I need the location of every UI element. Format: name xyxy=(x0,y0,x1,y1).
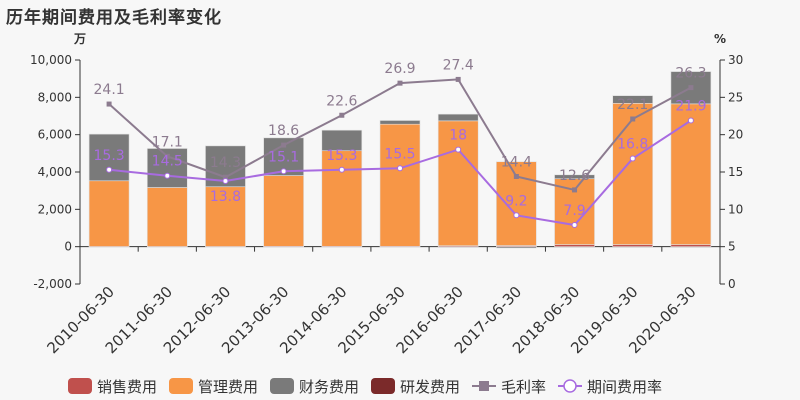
marker-毛利率 xyxy=(397,80,403,86)
marker-期间费用率 xyxy=(106,166,113,173)
data-label-期间费用率: 15.3 xyxy=(94,148,125,164)
marker-期间费用率 xyxy=(455,146,462,153)
marker-毛利率 xyxy=(164,153,170,159)
marker-期间费用率 xyxy=(687,117,694,124)
marker-期间费用率 xyxy=(164,172,171,179)
marker-期间费用率 xyxy=(397,165,403,172)
bar-销售费用 xyxy=(554,244,595,247)
bar-财务费用 xyxy=(379,120,421,125)
data-label-期间费用率: 15.3 xyxy=(326,148,357,164)
legend-label: 研发费用 xyxy=(400,378,460,396)
legend-label: 销售费用 xyxy=(97,378,157,396)
right-tick-label: 15 xyxy=(728,165,743,179)
bar-管理费用 xyxy=(205,186,246,247)
data-label-期间费用率: 15.1 xyxy=(268,149,299,165)
bar-管理费用 xyxy=(88,180,130,247)
marker-毛利率 xyxy=(106,101,112,107)
data-label-毛利率: 27.4 xyxy=(443,57,474,73)
left-tick-label: -2,000 xyxy=(33,277,72,291)
marker-毛利率 xyxy=(572,187,578,193)
data-label-毛利率: 12.6 xyxy=(559,168,590,184)
bar-财务费用 xyxy=(321,129,363,152)
marker-毛利率 xyxy=(688,85,694,91)
bar-管理费用 xyxy=(437,120,479,247)
marker-毛利率 xyxy=(455,76,461,82)
data-label-期间费用率: 21.9 xyxy=(675,98,706,114)
left-unit-label: 万 xyxy=(73,32,86,46)
left-tick-label: 0 xyxy=(64,240,72,254)
legend-marker xyxy=(479,381,489,391)
legend-swatch xyxy=(371,378,395,394)
bar-管理费用 xyxy=(321,150,363,247)
bar-管理费用 xyxy=(670,103,712,245)
left-tick-label: 6,000 xyxy=(38,128,72,142)
marker-期间费用率 xyxy=(571,222,578,229)
chart-title: 历年期间费用及毛利率变化 xyxy=(6,8,222,28)
legend-label: 毛利率 xyxy=(501,378,546,396)
bar-销售费用 xyxy=(670,244,712,247)
data-label-期间费用率: 7.9 xyxy=(563,203,585,219)
data-label-期间费用率: 16.8 xyxy=(617,137,648,153)
data-label-期间费用率: 14.5 xyxy=(152,154,183,170)
data-label-期间费用率: 9.2 xyxy=(505,193,527,209)
bar-管理费用 xyxy=(146,187,188,247)
marker-毛利率 xyxy=(630,116,636,122)
marker-期间费用率 xyxy=(338,166,345,173)
legend-label: 期间费用率 xyxy=(587,378,662,396)
right-tick-label: 5 xyxy=(728,240,736,254)
bar-销售费用 xyxy=(612,244,654,247)
marker-毛利率 xyxy=(222,174,228,180)
legend-swatch xyxy=(68,378,92,394)
bar-财务费用 xyxy=(496,246,537,249)
legend-swatch xyxy=(169,378,193,394)
left-tick-label: 4,000 xyxy=(38,165,72,179)
legend-marker xyxy=(563,379,577,393)
legend-swatch xyxy=(270,378,294,394)
data-label-毛利率: 26.3 xyxy=(675,66,706,82)
bar-管理费用 xyxy=(379,123,421,247)
right-tick-label: 25 xyxy=(728,90,743,104)
marker-期间费用率 xyxy=(280,168,287,175)
left-tick-label: 2,000 xyxy=(38,202,72,216)
bar-财务费用 xyxy=(437,113,479,122)
bar-财务费用 xyxy=(88,133,130,182)
marker-毛利率 xyxy=(281,142,287,148)
data-label-毛利率: 18.6 xyxy=(268,123,299,139)
data-label-期间费用率: 18 xyxy=(449,128,467,144)
data-label-毛利率: 24.1 xyxy=(94,82,125,98)
marker-毛利率 xyxy=(513,173,519,179)
data-label-毛利率: 14.3 xyxy=(210,155,241,171)
marker-期间费用率 xyxy=(513,212,520,219)
right-unit-label: % xyxy=(714,32,726,46)
bar-管理费用 xyxy=(263,175,304,247)
legend-label: 管理费用 xyxy=(198,378,258,396)
marker-期间费用率 xyxy=(629,155,636,162)
data-label-毛利率: 14.4 xyxy=(501,154,532,170)
data-label-毛利率: 22.6 xyxy=(326,93,357,109)
bar-财务费用 xyxy=(554,174,595,180)
legend-label: 财务费用 xyxy=(299,378,359,396)
data-label-期间费用率: 15.5 xyxy=(384,146,415,162)
marker-毛利率 xyxy=(339,112,345,118)
data-label-毛利率: 26.9 xyxy=(384,61,415,77)
right-tick-label: 30 xyxy=(728,53,743,67)
left-tick-label: 10,000 xyxy=(30,53,72,67)
data-label-毛利率: 17.1 xyxy=(152,134,183,150)
right-tick-label: 10 xyxy=(728,202,743,216)
data-label-期间费用率: 13.8 xyxy=(210,189,241,205)
data-label-毛利率: 22.1 xyxy=(617,97,648,113)
marker-期间费用率 xyxy=(222,177,229,184)
bar-财务费用 xyxy=(612,95,654,104)
left-tick-label: 8,000 xyxy=(38,90,72,104)
right-tick-label: 20 xyxy=(728,128,743,142)
right-tick-label: 0 xyxy=(728,277,736,291)
